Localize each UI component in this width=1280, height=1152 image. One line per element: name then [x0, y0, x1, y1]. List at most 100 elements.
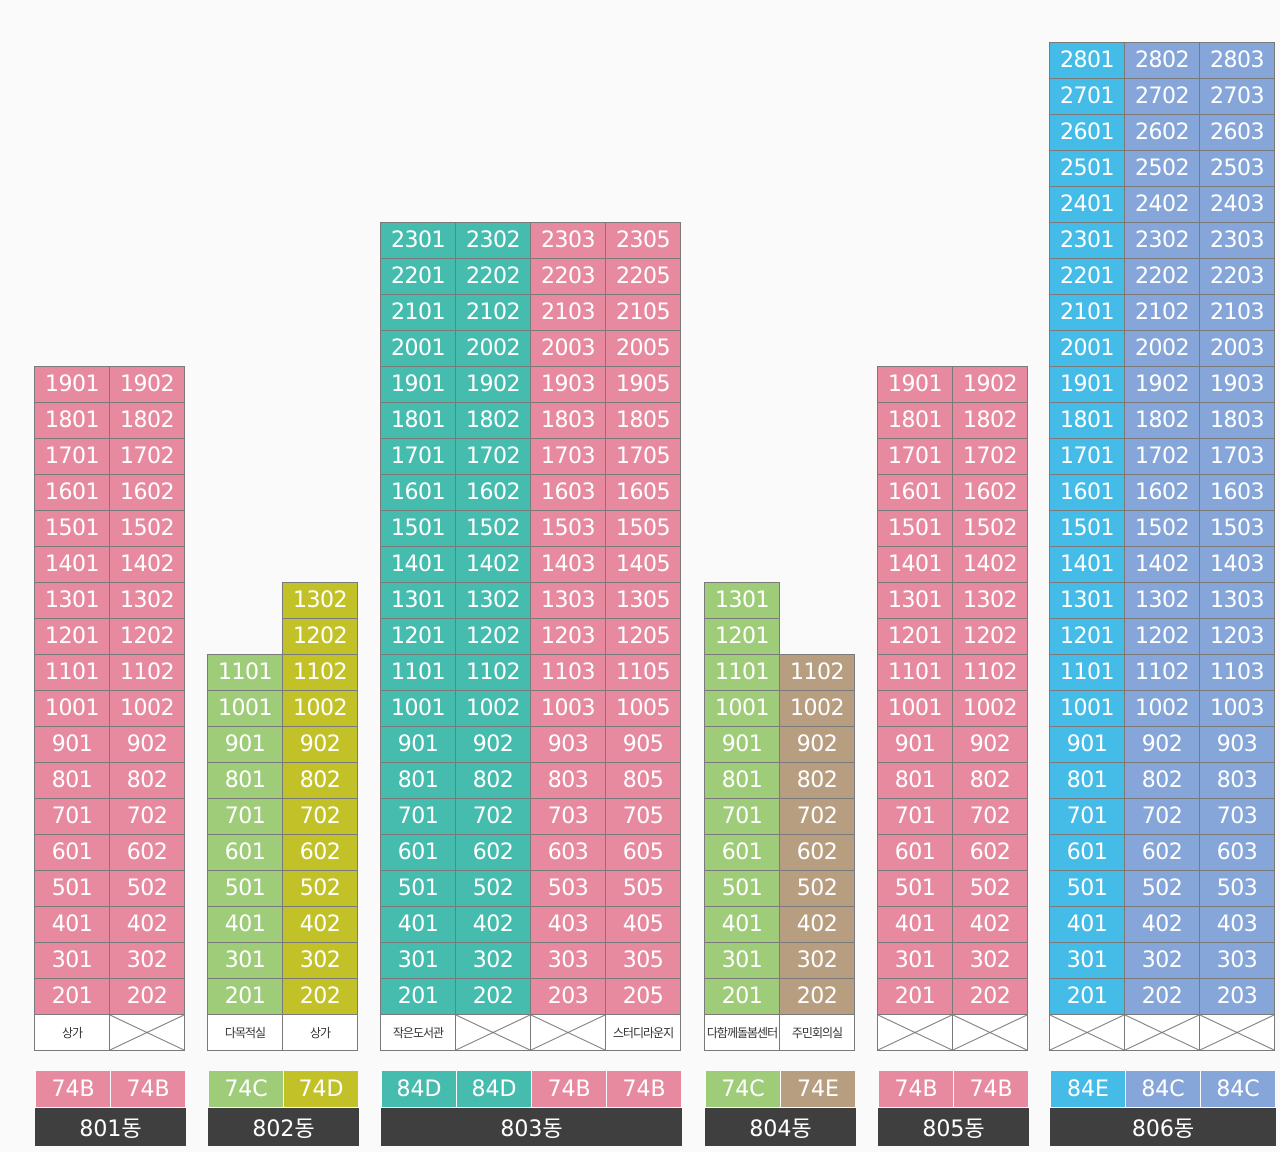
unit-cell: 1602 [1124, 474, 1200, 511]
unit-cell: 1301 [380, 582, 456, 619]
unit-type-label: 84E [1051, 1071, 1125, 1107]
unit-cell: 1703 [1199, 438, 1275, 475]
unit-cell: 401 [34, 906, 110, 943]
unit-cell: 2202 [1124, 258, 1200, 295]
unit-cell: 702 [952, 798, 1028, 835]
unit-cell: 2103 [530, 294, 606, 331]
unit-cell: 702 [455, 798, 531, 835]
unit-cell: 1801 [1049, 402, 1125, 439]
unit-cell: 303 [530, 942, 606, 979]
unit-cell: 1702 [109, 438, 185, 475]
unit-cell: 601 [207, 834, 283, 871]
unit-cell: 401 [1049, 906, 1125, 943]
unit-cell: 203 [530, 978, 606, 1015]
unit-cell: 1201 [34, 618, 110, 655]
unit-cell: 201 [1049, 978, 1125, 1015]
unit-cell: 501 [704, 870, 780, 907]
unit-cell: 1001 [877, 690, 953, 727]
unit-cell: 2703 [1199, 78, 1275, 115]
unit-cell: 302 [282, 942, 358, 979]
ground-facility-label: 다함께돌봄센터 [704, 1014, 780, 1051]
unit-cell: 601 [704, 834, 780, 871]
ground-empty-cross [877, 1014, 953, 1051]
unit-cell: 1003 [530, 690, 606, 727]
unit-cell: 2702 [1124, 78, 1200, 115]
unit-cell: 502 [282, 870, 358, 907]
unit-cell: 1001 [380, 690, 456, 727]
unit-cell: 902 [282, 726, 358, 763]
unit-cell: 1402 [1124, 546, 1200, 583]
unit-cell: 1601 [34, 474, 110, 511]
unit-cell: 702 [779, 798, 855, 835]
unit-cell: 1502 [952, 510, 1028, 547]
unit-cell: 2603 [1199, 114, 1275, 151]
unit-cell: 2002 [1124, 330, 1200, 367]
ground-empty-cross [109, 1014, 185, 1051]
unit-cell: 801 [380, 762, 456, 799]
unit-cell: 705 [605, 798, 681, 835]
unit-cell: 401 [380, 906, 456, 943]
unit-cell: 702 [1124, 798, 1200, 835]
unit-cell: 1601 [877, 474, 953, 511]
unit-grid: 1901 1902 1801 1802 1701 1702 1601 1602 1501 1502… [877, 366, 1028, 1051]
unit-type-label: 84C [1126, 1071, 1200, 1107]
unit-type-label: 74C [706, 1071, 780, 1107]
unit-cell: 502 [1124, 870, 1200, 907]
unit-cell: 1501 [380, 510, 456, 547]
unit-cell: 1101 [34, 654, 110, 691]
unit-cell: 402 [779, 906, 855, 943]
unit-cell: 602 [109, 834, 185, 871]
unit-cell: 2005 [605, 330, 681, 367]
unit-cell: 2301 [380, 222, 456, 259]
unit-cell: 1203 [1199, 618, 1275, 655]
unit-cell: 1002 [779, 690, 855, 727]
unit-cell: 1802 [109, 402, 185, 439]
unit-cell: 802 [952, 762, 1028, 799]
unit-type-row: 74B 74B [878, 1071, 1028, 1107]
unit-cell: 1102 [952, 654, 1028, 691]
unit-cell: 1001 [207, 690, 283, 727]
unit-cell: 1302 [282, 582, 358, 619]
unit-cell: 2301 [1049, 222, 1125, 259]
unit-cell: 202 [282, 978, 358, 1015]
unit-cell: 2201 [380, 258, 456, 295]
unit-grid: 2301 2302 2303 2305 2201 2202 2203 2205 2101 2102… [380, 222, 681, 1051]
unit-cell: 202 [109, 978, 185, 1015]
unit-cell: 901 [34, 726, 110, 763]
unit-cell: 1202 [109, 618, 185, 655]
unit-cell: 1701 [380, 438, 456, 475]
unit-cell: 1002 [952, 690, 1028, 727]
unit-cell: 601 [380, 834, 456, 871]
unit-cell: 401 [877, 906, 953, 943]
unit-cell: 1902 [455, 366, 531, 403]
unit-type-row: 84E 84C 84C [1050, 1071, 1275, 1107]
unit-cell: 1905 [605, 366, 681, 403]
unit-cell: 1503 [1199, 510, 1275, 547]
unit-cell: 302 [779, 942, 855, 979]
unit-type-label: 84D [382, 1071, 456, 1107]
building-name-label: 801동 [35, 1108, 186, 1146]
unit-cell: 1203 [530, 618, 606, 655]
unit-cell: 1903 [530, 366, 606, 403]
unit-type-row: 74B 74B [35, 1071, 185, 1107]
unit-cell: 802 [779, 762, 855, 799]
unit-cell: 602 [952, 834, 1028, 871]
unit-cell: 1305 [605, 582, 681, 619]
unit-cell: 1101 [704, 654, 780, 691]
unit-cell: 1703 [530, 438, 606, 475]
unit-cell: 1502 [1124, 510, 1200, 547]
ground-empty-cross [1049, 1014, 1125, 1051]
ground-empty-cross [1199, 1014, 1275, 1051]
unit-cell: 401 [704, 906, 780, 943]
building-name-label: 803동 [381, 1108, 682, 1146]
unit-cell: 205 [605, 978, 681, 1015]
unit-cell: 1002 [109, 690, 185, 727]
unit-cell: 305 [605, 942, 681, 979]
unit-cell: 701 [704, 798, 780, 835]
unit-cell: 2403 [1199, 186, 1275, 223]
unit-cell: 1702 [952, 438, 1028, 475]
unit-cell: 1002 [1124, 690, 1200, 727]
unit-cell: 1003 [1199, 690, 1275, 727]
unit-cell: 1302 [1124, 582, 1200, 619]
unit-cell: 1603 [1199, 474, 1275, 511]
